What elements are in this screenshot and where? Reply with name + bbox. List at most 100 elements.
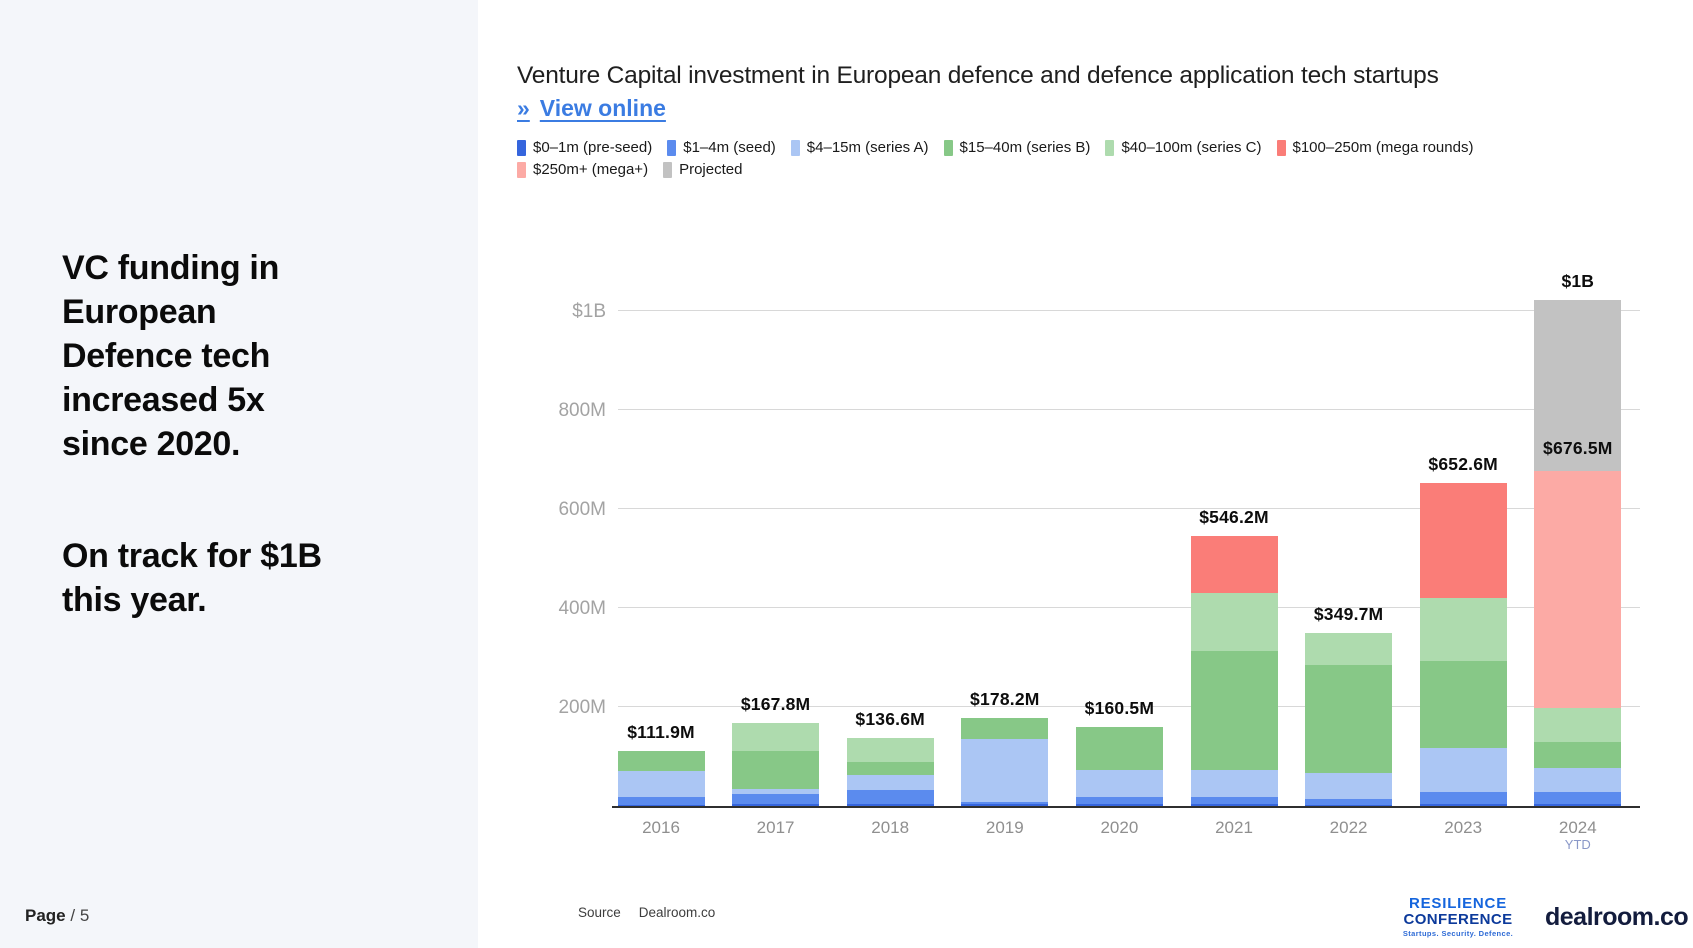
bar-total-label: $349.7M (1313, 603, 1384, 624)
bar-segment (617, 797, 705, 805)
headline-secondary: On track for $1B this year. (62, 537, 322, 619)
bar-total-label: $178.2M (970, 688, 1040, 709)
x-tick-label: 2016 (642, 818, 680, 837)
double-chevron-icon: » (517, 95, 530, 121)
x-tick-label: 2023 (1444, 818, 1483, 837)
bar-segment (1419, 482, 1507, 599)
bar-segment (732, 722, 820, 751)
bar-segment (961, 801, 1049, 805)
legend-label: $4–15m (series A) (806, 139, 929, 156)
x-tick-label: 2018 (871, 818, 910, 837)
bar-segment (961, 804, 1049, 806)
bar-segment (846, 738, 934, 763)
x-tick-label: 2021 (1215, 818, 1253, 837)
bar-segment (1190, 535, 1278, 594)
x-tick-label: 2020 (1100, 818, 1139, 837)
bar-segment (1534, 741, 1622, 769)
bar-total-label: $136.6M (855, 709, 925, 730)
bar-2018 (846, 738, 934, 806)
bar-segment (1534, 804, 1622, 806)
bar-2021 (1190, 535, 1278, 806)
bar-segment (846, 762, 934, 775)
bar-segment (1419, 748, 1507, 793)
gridline (618, 607, 1640, 608)
bar-total-label: $1B (1561, 271, 1595, 292)
bar-segment (617, 804, 705, 806)
gridline (618, 310, 1640, 311)
legend-item: $250m+ (mega+) (517, 161, 648, 178)
bar-2023 (1419, 482, 1507, 806)
bar-total-label: $652.6M (1428, 453, 1498, 474)
legend-swatch (943, 139, 953, 156)
bar-segment (1075, 726, 1163, 770)
bar-segment (961, 717, 1049, 739)
page-indicator: Page / 5 (25, 906, 89, 926)
bar-total-label: $160.5M (1084, 697, 1155, 718)
x-sub-label: YTD (1564, 837, 1591, 852)
bar-segment (1305, 798, 1393, 805)
bar-2017 (732, 722, 820, 806)
x-tick-label: 2024 (1558, 818, 1597, 837)
bar-total-label: $546.2M (1199, 506, 1269, 527)
source-label: Source (578, 905, 621, 920)
legend-row-1: $0–1m (pre-seed) $1–4m (seed) $4–15m (seri… (517, 139, 1577, 156)
bar-segment (1075, 769, 1163, 798)
legend-label: Projected (679, 161, 743, 178)
bar-segment (732, 804, 820, 806)
view-online-link[interactable]: » View online (517, 95, 666, 122)
resilience-logo-tagline: Startups. Security. Defence. (1402, 929, 1514, 938)
legend-label: $100–250m (mega rounds) (1292, 139, 1474, 156)
legend-swatch (517, 161, 526, 178)
bar-segment (1305, 773, 1393, 799)
resilience-conference-logo: RESILIENCE CONFERENCE Startups. Security… (1398, 896, 1518, 938)
legend-item: $1–4m (seed) (667, 139, 776, 156)
bar-segment (961, 738, 1049, 802)
bar-segment (1419, 660, 1507, 749)
y-tick-label: 400M (558, 598, 606, 619)
bar-2020 (1075, 726, 1163, 806)
legend-item: Projected (663, 161, 742, 178)
bar-annotation-label: $676.5M (1543, 438, 1613, 459)
gridline (618, 508, 1640, 509)
resilience-logo-line2: CONFERENCE (1403, 911, 1513, 928)
x-axis-line (612, 805, 1640, 808)
bar-2024 (1534, 300, 1622, 806)
legend-swatch (1105, 139, 1115, 156)
gridline (618, 706, 1640, 707)
bar-2022 (1305, 632, 1393, 806)
legend-item: $100–250m (mega rounds) (1276, 139, 1474, 156)
source-row: Source Dealroom.co (578, 905, 715, 920)
view-online-label: View online (539, 95, 666, 121)
left-panel: VC funding in European Defence tech incr… (0, 0, 478, 948)
bar-segment (1419, 792, 1507, 805)
chart-title: Venture Capital investment in European d… (517, 62, 1439, 89)
bar-segment (1190, 804, 1278, 806)
legend-item: $15–40m (series B) (943, 139, 1090, 156)
legend-label: $0–1m (pre-seed) (533, 139, 653, 156)
bar-total-label: $167.8M (740, 693, 811, 714)
bar-segment (1190, 797, 1278, 805)
bar-segment (1190, 593, 1278, 652)
legend-item: $40–100m (series C) (1105, 139, 1262, 156)
bar-segment (617, 771, 705, 798)
bar-segment (846, 774, 934, 791)
headline-primary: VC funding in European Defence tech incr… (62, 249, 280, 463)
y-tick-label: $1B (572, 301, 606, 322)
legend-swatch (790, 139, 800, 156)
legend-label: $1–4m (seed) (683, 139, 776, 156)
bar-total-label: $111.9M (627, 721, 695, 742)
bar-segment (1305, 804, 1393, 806)
bar-2019 (961, 717, 1049, 806)
bar-segment (1075, 804, 1163, 806)
legend-label: $250m+ (mega+) (533, 161, 649, 178)
bar-segment (1305, 632, 1393, 666)
bar-segment (1075, 797, 1163, 805)
page-label: Page (25, 906, 66, 925)
bar-segment (1534, 768, 1622, 793)
chart-plot-area: $1B 800M 600M 400M 200M $111.9M 2016 $167.8M 201… (558, 270, 1640, 852)
legend-item: $4–15m (series A) (790, 139, 929, 156)
bar-segment (1534, 708, 1622, 742)
bar-segment (1305, 665, 1393, 774)
bar-segment (846, 790, 934, 804)
gridline (618, 409, 1640, 410)
